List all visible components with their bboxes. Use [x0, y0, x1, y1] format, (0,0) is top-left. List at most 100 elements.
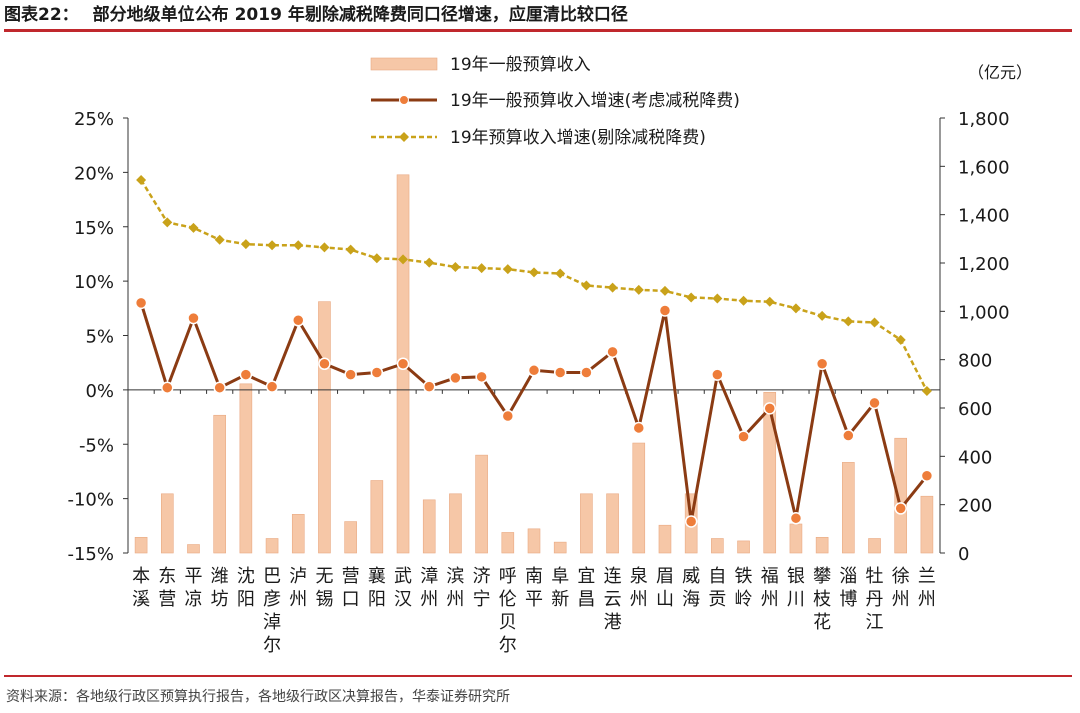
tax-growth-point-营口: [344, 368, 357, 381]
category-label-泸州: 泸州: [289, 566, 307, 610]
left-tick-label: -10%: [67, 490, 114, 511]
figure-label: 图表22：: [4, 5, 79, 25]
tax-growth-point-眉山: [658, 304, 672, 317]
bar-眉山: [658, 524, 672, 554]
category-label-无锡: 无锡: [315, 566, 333, 610]
excl-growth-point-淄博: [843, 316, 854, 327]
left-tick-label: 10%: [74, 272, 114, 293]
excl-growth-point-宜昌: [581, 280, 592, 291]
category-label-呼伦贝尔: 呼伦贝尔: [499, 566, 517, 656]
excl-growth-point-眉山: [659, 285, 670, 296]
category-label-泉州: 泉州: [630, 566, 648, 610]
category-label-宜昌: 宜昌: [577, 566, 595, 610]
excl-growth-point-徐州: [895, 334, 906, 345]
category-label-武汉: 武汉: [394, 566, 412, 610]
tax-growth-point-无锡: [318, 357, 331, 371]
excl-growth-point-阜新: [555, 268, 566, 279]
excl-growth-point-巴彦淖尔: [267, 240, 278, 251]
right-tick-label: 1,800: [958, 109, 1010, 130]
legend-label-excl: 19年预算收入增速(剔除减税降费): [450, 128, 706, 148]
tax-growth-point-宜昌: [580, 366, 593, 379]
excl-growth-point-济宁: [476, 263, 487, 274]
right-tick-label: 800: [958, 351, 992, 372]
category-label-漳州: 漳州: [420, 566, 438, 610]
category-label-连云港: 连云港: [604, 566, 622, 633]
bar-宜昌: [580, 493, 593, 554]
excl-growth-point-兰州: [921, 385, 932, 396]
bar-巴彦淖尔: [265, 538, 279, 554]
excl-growth-point-滨州: [450, 261, 461, 272]
left-tick-label: -15%: [67, 544, 114, 565]
bar-南平: [527, 528, 541, 554]
excl-growth-point-东营: [162, 217, 173, 228]
bar-呼伦贝尔: [501, 532, 515, 554]
bar-泸州: [291, 514, 305, 554]
tax-growth-line: [139, 302, 929, 522]
excl-growth-point-铁岭: [738, 295, 749, 306]
line-series-layer: [134, 174, 934, 528]
tax-growth-point-自贡: [711, 368, 724, 381]
category-label-东营: 东营: [158, 566, 176, 610]
legend: 19年一般预算收入 19年一般预算收入增速(考虑减税降费) 19年预算收入增速(剔除…: [370, 55, 740, 148]
tax-growth-point-攀枝花: [815, 357, 829, 371]
tax-growth-point-襄阳: [370, 366, 384, 379]
tax-growth-point-连云港: [606, 345, 619, 359]
tax-growth-point-呼伦贝尔: [501, 409, 515, 423]
tax-growth-point-银川: [789, 511, 803, 525]
excl-growth-point-潍坊: [214, 234, 225, 245]
source-note: 资料来源：各地级行政区预算执行报告，各地级行政区决算报告，华泰证券研究所: [6, 689, 510, 705]
tax-growth-point-沈阳: [239, 368, 253, 381]
bar-东营: [160, 493, 174, 554]
category-label-徐州: 徐州: [892, 566, 910, 610]
bar-福州: [763, 391, 777, 554]
category-label-攀枝花: 攀枝花: [813, 566, 831, 633]
bar-本溪: [134, 536, 148, 554]
figure-title: 部分地级单位公布 2019 年剔除减税降费同口径增速，应厘清比较口径: [92, 5, 628, 25]
legend-swatch-tax-marker: [399, 95, 409, 105]
tax-growth-point-东营: [161, 381, 174, 394]
excl-growth-point-南平: [529, 267, 539, 278]
tax-growth-point-兰州: [920, 469, 934, 483]
tax-growth-point-潍坊: [213, 381, 226, 394]
category-label-淄博: 淄博: [839, 566, 857, 610]
bar-襄阳: [370, 480, 384, 554]
excl-growth-point-威海: [686, 292, 697, 303]
tax-growth-point-武汉: [396, 357, 410, 371]
excl-growth-point-攀枝花: [817, 310, 828, 321]
tax-growth-point-阜新: [553, 366, 567, 379]
category-label-牡丹江: 牡丹江: [866, 566, 884, 633]
category-label-银川: 银川: [787, 566, 805, 610]
tax-growth-point-泉州: [632, 421, 646, 435]
tax-growth-point-济宁: [475, 370, 488, 384]
excl-growth-point-泸州: [293, 240, 304, 251]
category-label-兰州: 兰州: [918, 566, 936, 610]
category-label-南平: 南平: [525, 566, 543, 610]
bar-淄博: [842, 462, 855, 554]
right-tick-label: 1,000: [958, 302, 1010, 323]
category-label-威海: 威海: [682, 566, 700, 610]
excl-growth-point-自贡: [712, 293, 723, 304]
excl-growth-point-无锡: [319, 242, 330, 253]
tax-growth-point-漳州: [422, 380, 436, 393]
bar-平凉: [187, 544, 200, 554]
figure-header: 图表22： 部分地级单位公布 2019 年剔除减税降费同口径增速，应厘清比较口径: [4, 2, 1076, 32]
excl-growth-point-连云港: [607, 282, 618, 293]
category-label-沈阳: 沈阳: [237, 566, 255, 610]
tax-growth-point-淄博: [842, 429, 855, 442]
category-label-营口: 营口: [342, 566, 360, 610]
bar-泉州: [632, 442, 646, 554]
tax-growth-point-福州: [763, 402, 776, 415]
tax-growth-point-徐州: [894, 502, 907, 515]
legend-label-bar: 19年一般预算收入: [450, 55, 591, 75]
category-label-平凉: 平凉: [184, 566, 202, 610]
legend-swatch-excl-marker: [399, 132, 409, 142]
category-label-眉山: 眉山: [656, 566, 674, 610]
bar-沈阳: [239, 383, 253, 554]
right-tick-label: 1,400: [958, 206, 1010, 227]
tax-growth-point-铁岭: [737, 430, 750, 443]
excl-growth-point-平凉: [188, 222, 199, 233]
bar-济宁: [475, 454, 488, 554]
bar-自贡: [711, 538, 724, 554]
tax-growth-point-巴彦淖尔: [265, 380, 279, 393]
bar-series-layer: [134, 174, 934, 554]
